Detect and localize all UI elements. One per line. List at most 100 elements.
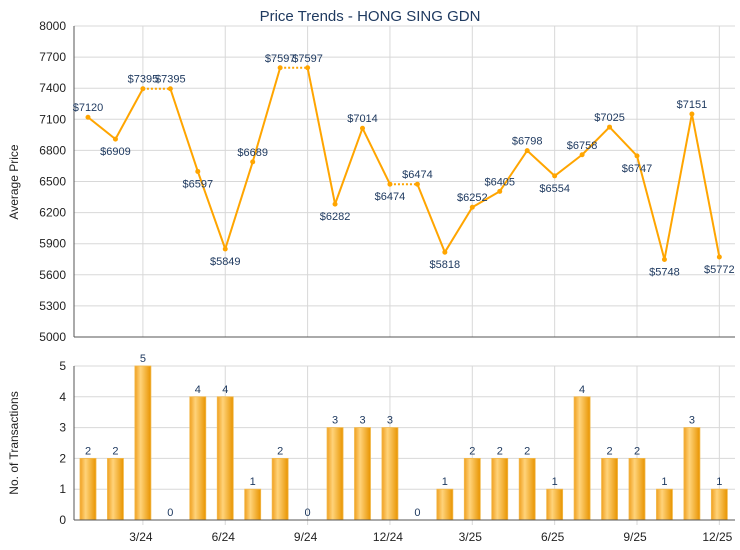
price-data-label: $6474: [375, 191, 406, 203]
price-point: [469, 204, 475, 210]
price-point: [360, 125, 365, 131]
price-y-tick-label: 8000: [39, 19, 66, 33]
transactions-data-label: 1: [250, 476, 256, 488]
price-point: [85, 114, 91, 120]
price-point: [112, 136, 118, 142]
x-tick-label: 3/25: [459, 530, 483, 544]
transactions-y-tick-label: 1: [59, 482, 66, 496]
price-y-tick-label: 5900: [39, 237, 66, 251]
x-tick-label: 9/25: [623, 530, 647, 544]
transactions-bar: [491, 457, 509, 521]
transactions-bar: [710, 488, 728, 521]
price-point: [195, 168, 201, 174]
price-data-label: $5772: [704, 264, 735, 276]
price-y-tick-label: 6800: [39, 143, 66, 157]
transactions-bar: [244, 488, 262, 521]
price-data-label: $7014: [347, 113, 378, 125]
transactions-bar: [79, 457, 97, 521]
transactions-bar: [271, 457, 289, 521]
transactions-data-label: 3: [359, 415, 365, 427]
transactions-y-axis-label: No. of Transactions: [7, 391, 21, 494]
price-line-segment: [306, 67, 337, 205]
price-line-segment: [663, 113, 693, 260]
transactions-y-tick-label: 5: [59, 359, 66, 373]
transactions-data-label: 0: [305, 507, 311, 519]
price-point: [634, 153, 640, 159]
price-point: [250, 159, 256, 165]
price-point: [497, 188, 503, 194]
price-point: [305, 65, 311, 71]
transactions-bar: [683, 427, 701, 521]
price-y-tick-label: 7700: [39, 50, 66, 64]
transactions-bar: [601, 457, 618, 521]
price-point: [332, 201, 338, 207]
price-data-label: $6405: [484, 176, 515, 188]
price-data-label: $7597: [292, 53, 323, 65]
transactions-data-label: 4: [222, 384, 228, 396]
price-line-segment: [498, 150, 529, 192]
price-line-segment: [690, 113, 721, 258]
transactions-data-label: 4: [579, 384, 585, 396]
price-line-segment: [526, 149, 556, 177]
price-line-segment: [196, 171, 227, 250]
transactions-y-tick-label: 4: [59, 390, 66, 404]
price-line-segment: [416, 183, 446, 253]
price-point: [442, 249, 448, 255]
price-y-tick-label: 5000: [39, 330, 66, 344]
transactions-bar: [189, 396, 207, 521]
transactions-data-label: 3: [689, 415, 695, 427]
price-point: [716, 254, 722, 260]
transactions-bar: [326, 427, 344, 521]
transactions-data-label: 2: [112, 445, 118, 457]
transactions-data-label: 2: [469, 445, 475, 457]
x-tick-label: 3/24: [129, 530, 153, 544]
price-line-segment: [224, 161, 254, 250]
price-point: [579, 152, 585, 158]
price-data-label: $6282: [320, 211, 351, 223]
price-data-label: $6747: [622, 163, 653, 175]
price-point: [552, 173, 558, 179]
price-line-segment: [581, 126, 611, 156]
price-line-segment: [361, 127, 391, 185]
transactions-bar: [216, 396, 234, 521]
x-tick-label: 6/25: [541, 530, 565, 544]
transactions-data-label: 1: [442, 476, 448, 488]
price-point: [661, 256, 667, 262]
transactions-data-label: 5: [140, 353, 146, 365]
price-point: [387, 181, 393, 187]
price-data-label: $6554: [539, 183, 570, 195]
price-data-label: $7151: [677, 99, 708, 111]
transactions-y-tick-label: 0: [59, 513, 66, 527]
price-y-tick-label: 7100: [39, 112, 66, 126]
price-line-segment: [636, 155, 666, 260]
transactions-data-label: 2: [606, 445, 612, 457]
transactions-data-label: 2: [277, 445, 283, 457]
price-data-label: $7395: [128, 74, 159, 86]
price-line-segment: [87, 116, 117, 140]
price-point: [167, 86, 173, 92]
price-point: [277, 65, 283, 71]
transactions-data-label: 0: [414, 507, 420, 519]
transactions-bar: [628, 457, 646, 521]
transactions-data-label: 1: [552, 476, 558, 488]
price-y-tick-label: 5600: [39, 268, 66, 282]
transactions-data-label: 2: [85, 445, 91, 457]
transactions-y-tick-label: 2: [59, 451, 66, 465]
price-data-label: $6909: [100, 146, 131, 158]
price-point: [607, 124, 613, 130]
price-line-segment: [251, 67, 282, 163]
price-data-label: $7395: [155, 74, 186, 86]
price-line-segment: [608, 126, 638, 157]
x-tick-label: 9/24: [294, 530, 318, 544]
x-tick-label: 12/24: [373, 530, 403, 544]
transactions-data-label: 3: [387, 415, 393, 427]
price-line-segment: [169, 88, 199, 172]
price-data-label: $5849: [210, 256, 241, 268]
price-line-segment: [554, 153, 583, 177]
price-y-tick-label: 6200: [39, 206, 66, 220]
price-y-tick-label: 5300: [39, 299, 66, 313]
price-data-label: $6252: [457, 192, 488, 204]
transactions-bar: [107, 457, 124, 521]
price-point: [140, 86, 146, 92]
